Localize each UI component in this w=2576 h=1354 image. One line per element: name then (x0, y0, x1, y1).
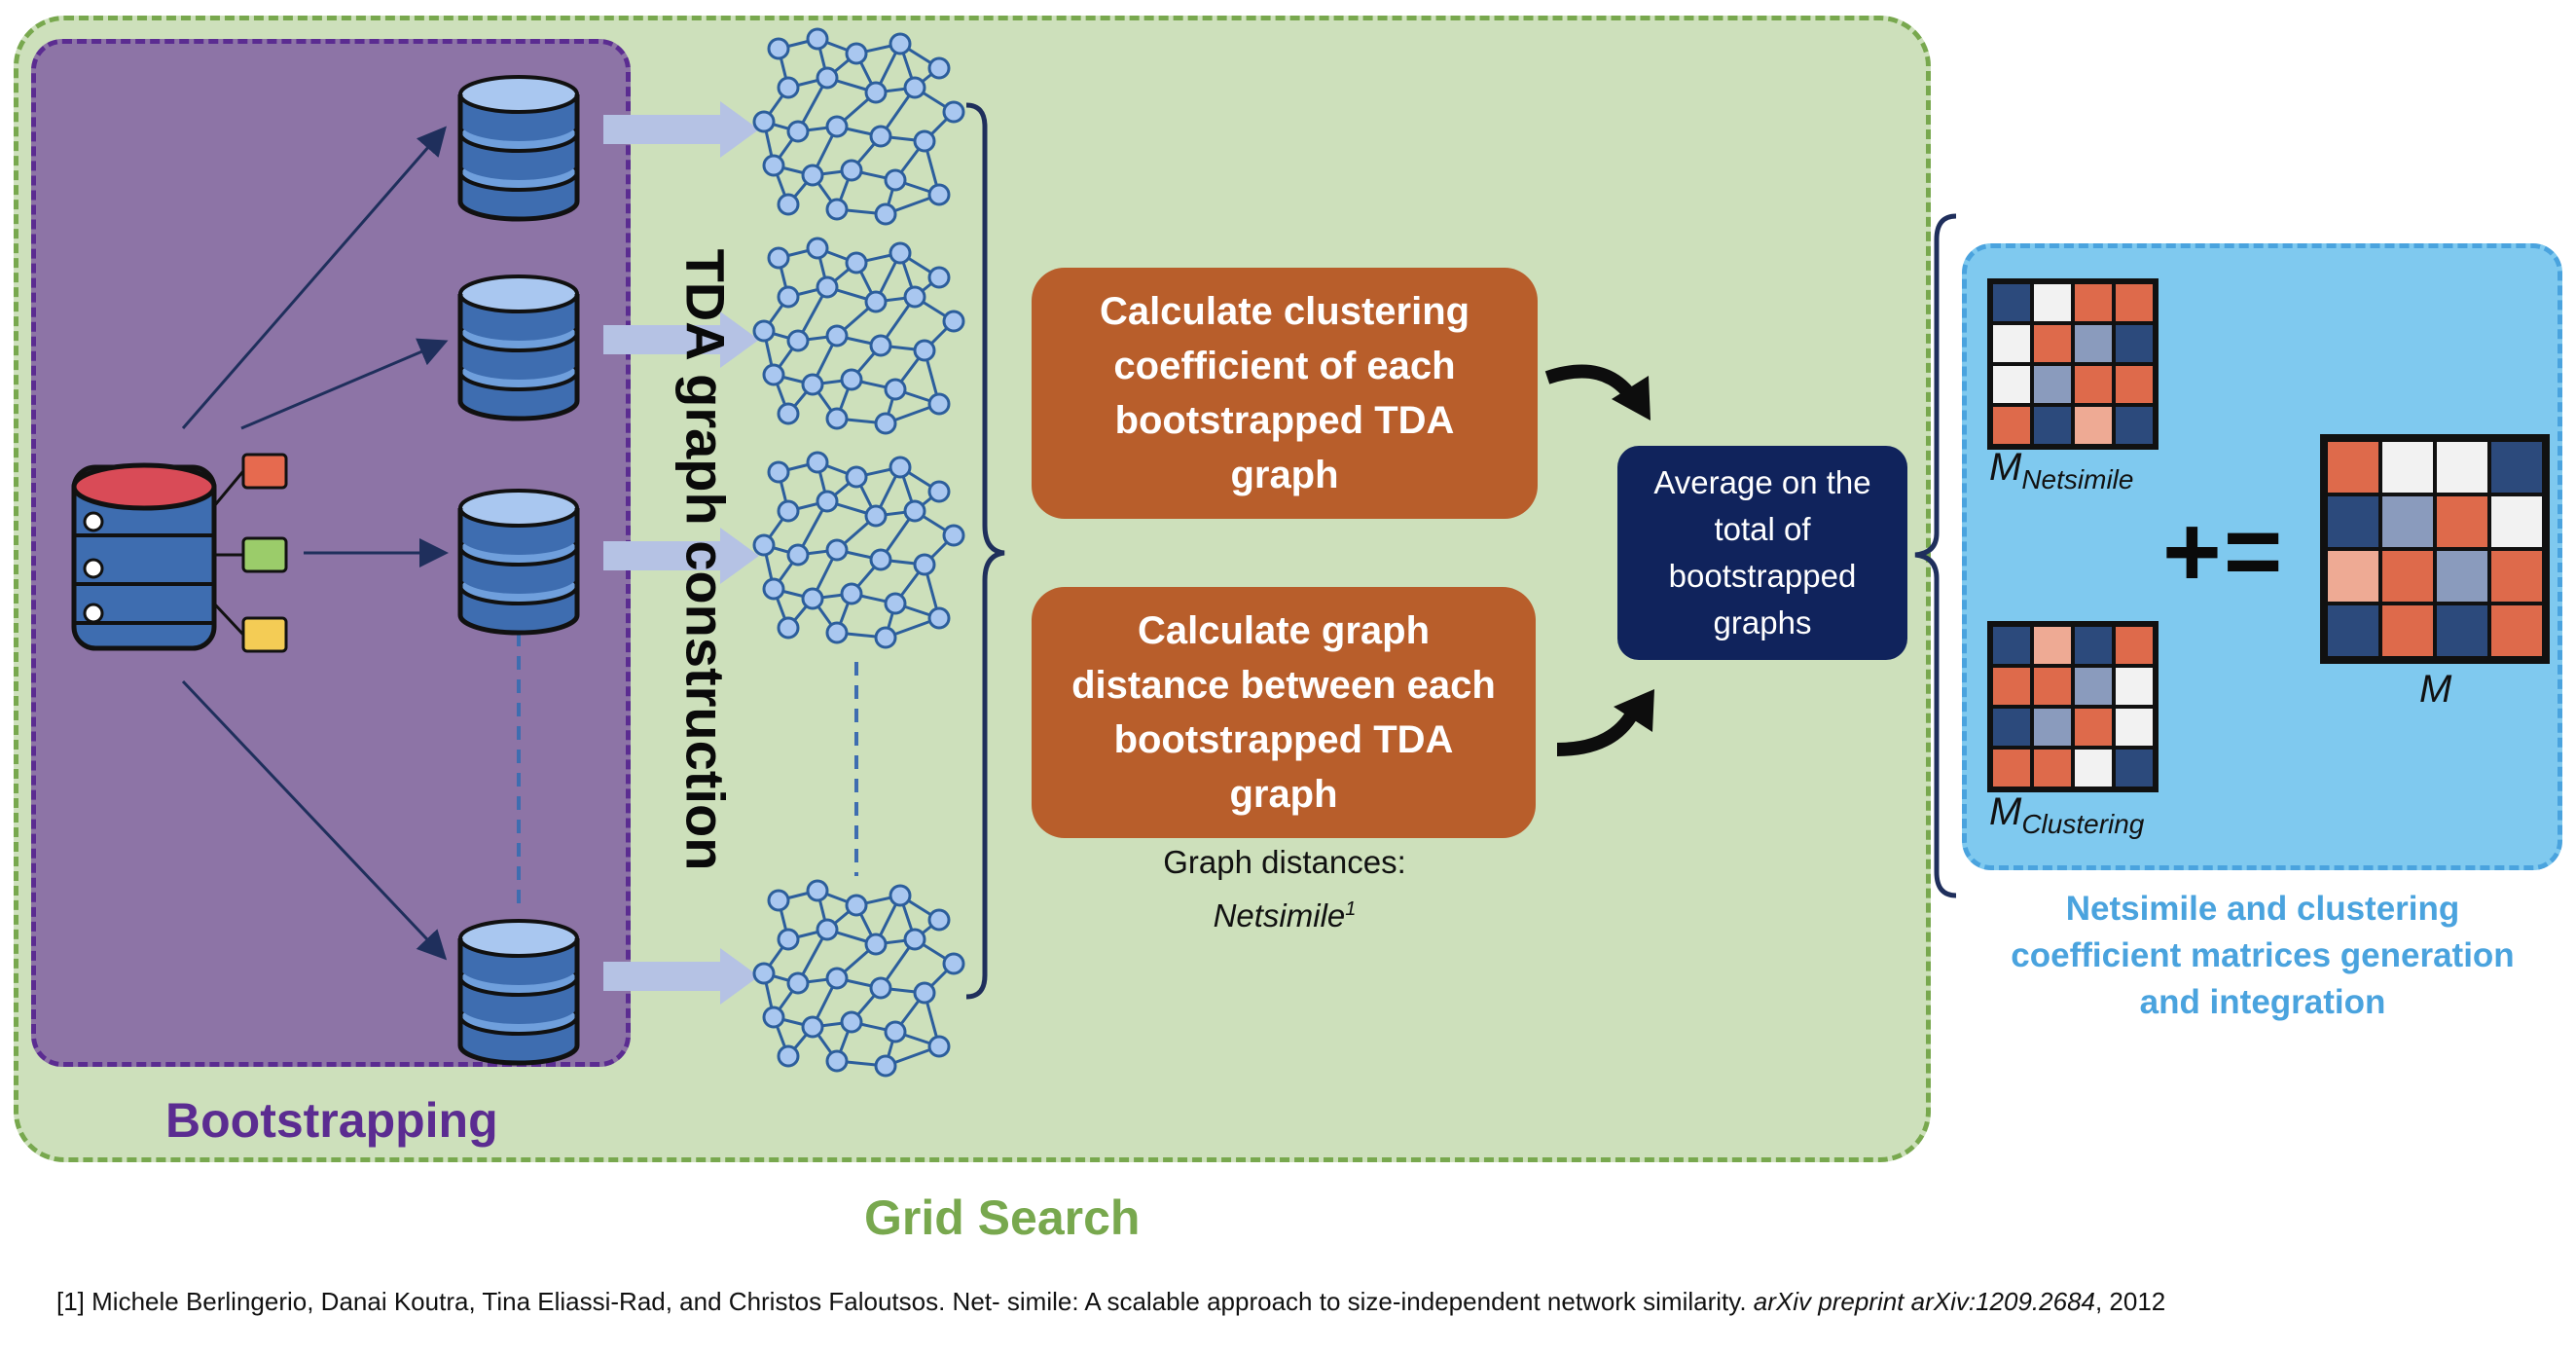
matrix-cell (2034, 284, 2071, 321)
matrix-cell (2328, 442, 2378, 493)
matrix-cell (2382, 605, 2433, 656)
matrix-cell (2491, 496, 2542, 547)
reference-marker: 1 (1345, 898, 1357, 920)
matrix-cell (2116, 709, 2153, 746)
network-graph-icon (752, 451, 965, 649)
matrix-cell (2075, 709, 2112, 746)
database-icon (460, 921, 577, 1063)
matrix-cell (2075, 668, 2112, 705)
matrix-cell (2437, 442, 2487, 493)
matrix-cell (2491, 442, 2542, 493)
netsimile-method: Netsimile (1213, 897, 1346, 933)
grid-search-label: Grid Search (864, 1190, 1141, 1245)
database-icon (460, 491, 577, 633)
matrix-cell (2437, 605, 2487, 656)
matrix-cell (2075, 325, 2112, 362)
curved-arrow-icon (1544, 364, 1651, 421)
footnote-reference: [1] Michele Berlingerio, Danai Koutra, T… (56, 1287, 2166, 1316)
bootstrapping-label: Bootstrapping (165, 1093, 498, 1148)
m-netsimile-label: MNetsimile (1989, 446, 2134, 494)
matrix-cell (1993, 366, 2030, 403)
clustering-coefficient-step: Calculate clustering coefficient of each… (1032, 268, 1538, 519)
matrix-cell (2116, 366, 2153, 403)
matrix-cell (2034, 750, 2071, 787)
tda-arrows (603, 101, 759, 1005)
matrix-cell (2034, 325, 2071, 362)
m-clustering-label: MClustering (1989, 790, 2145, 839)
matrix-icon (1987, 621, 2159, 792)
plus-equals-operator: += (2162, 495, 2285, 608)
database-icon (460, 77, 577, 219)
network-graph-icon (752, 237, 965, 435)
matrix-icon (1987, 278, 2159, 450)
m-result-label: M (2419, 668, 2452, 711)
matrix-cell (2382, 551, 2433, 602)
graph-distances-prefix: Graph distances: (1163, 844, 1406, 880)
matrix-cell (2437, 551, 2487, 602)
database-icon (460, 276, 577, 419)
matrix-cell (2116, 325, 2153, 362)
matrix-cell (2034, 668, 2071, 705)
matrix-cell (2034, 627, 2071, 664)
matrix-cell (2382, 496, 2433, 547)
matrices-brace (1914, 213, 1957, 898)
average-step-text: Average on the total of bootstrapped gra… (1653, 464, 1871, 640)
matrix-cell (1993, 627, 2030, 664)
matrix-cell (1993, 709, 2030, 746)
matrix-cell (2382, 442, 2433, 493)
matrix-cell (1993, 668, 2030, 705)
matrix-cell (1993, 750, 2030, 787)
bootstrap-arrows (181, 126, 449, 961)
matrix-cell (2116, 668, 2153, 705)
tda-graph-construction-label: TDA graph construction (674, 248, 737, 871)
network-graph-icon (752, 27, 965, 226)
matrix-cell (2328, 551, 2378, 602)
graph-distances-caption: Graph distances: Netsimile1 (1051, 839, 1518, 939)
average-step: Average on the total of bootstrapped gra… (1617, 446, 1907, 660)
matrix-cell (2075, 366, 2112, 403)
matrix-cell (2437, 496, 2487, 547)
matrix-icon (2320, 434, 2550, 664)
matrix-cell (2328, 605, 2378, 656)
matrix-cell (2034, 366, 2071, 403)
matrix-cell (1993, 407, 2030, 444)
matrix-cell (2034, 709, 2071, 746)
matrix-cell (2075, 407, 2112, 444)
matrix-cell (2075, 750, 2112, 787)
matrix-cell (1993, 284, 2030, 321)
network-graph-icon (752, 879, 965, 1078)
matrix-cell (2491, 551, 2542, 602)
curved-arrow-icon (1556, 689, 1654, 756)
matrix-cell (2328, 496, 2378, 547)
distance-step-text: Calculate graph distance between each bo… (1071, 609, 1496, 816)
matrix-cell (2116, 627, 2153, 664)
graph-distance-step: Calculate graph distance between each bo… (1032, 587, 1536, 838)
matrix-integration-caption: Netsimile and clustering coefficient mat… (2011, 890, 2515, 1021)
matrix-cell (2116, 407, 2153, 444)
matrix-cell (2075, 627, 2112, 664)
clustering-step-text: Calculate clustering coefficient of each… (1099, 290, 1470, 496)
matrix-cell (2116, 284, 2153, 321)
graphs-brace (965, 102, 1005, 1000)
matrix-cell (2034, 407, 2071, 444)
matrix-cell (2116, 750, 2153, 787)
matrix-cell (1993, 325, 2030, 362)
matrix-cell (2491, 605, 2542, 656)
matrix-cell (2075, 284, 2112, 321)
source-database-icon (71, 453, 288, 653)
